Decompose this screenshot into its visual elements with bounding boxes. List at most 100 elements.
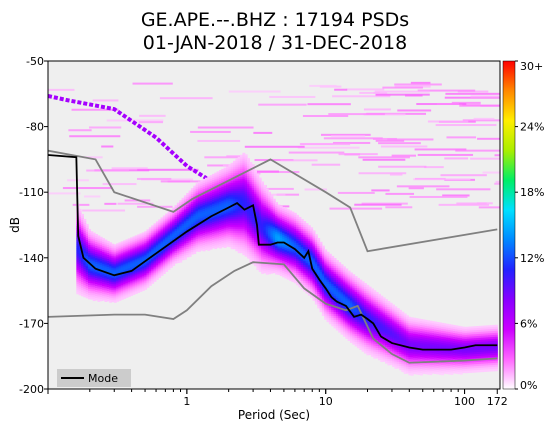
density-cell — [352, 324, 356, 327]
density-cell — [176, 226, 180, 230]
density-cell — [228, 168, 232, 172]
density-cell — [389, 320, 393, 324]
density-cell — [104, 281, 108, 284]
density-cell — [345, 312, 349, 315]
density-cell — [204, 211, 208, 215]
density-cell — [263, 186, 267, 190]
density-cell — [328, 321, 332, 325]
density-cell — [335, 282, 339, 285]
density-cell — [99, 294, 103, 298]
density-cell — [235, 236, 239, 240]
density-cell — [380, 313, 384, 317]
density-cell — [377, 321, 381, 325]
density-cell — [277, 258, 281, 261]
density-cell — [97, 245, 101, 248]
density-cell — [90, 283, 94, 286]
density-cell — [319, 275, 323, 279]
density-cell — [120, 285, 124, 288]
density-cell — [249, 208, 253, 211]
density-cell — [347, 278, 351, 281]
density-cell — [244, 180, 248, 183]
density-cell — [106, 282, 110, 286]
density-cell — [97, 261, 101, 264]
density-cell — [317, 270, 321, 273]
density-cell — [207, 198, 211, 201]
density-cell — [99, 278, 103, 282]
density-cell — [218, 232, 222, 235]
density-cell — [202, 212, 206, 216]
scatter-streak — [307, 103, 351, 106]
density-cell — [146, 249, 150, 252]
density-cell — [284, 272, 288, 275]
density-cell — [303, 237, 307, 240]
density-cell — [291, 277, 295, 281]
density-cell — [181, 237, 185, 241]
density-cell — [207, 242, 211, 245]
density-cell — [106, 286, 110, 290]
density-cell — [95, 254, 98, 257]
density-cell — [293, 278, 297, 282]
density-cell — [251, 255, 255, 259]
density-cell — [275, 204, 279, 207]
density-cell — [106, 284, 110, 288]
density-cell — [165, 225, 169, 228]
density-cell — [130, 267, 134, 270]
density-cell — [319, 255, 323, 259]
density-cell — [106, 270, 110, 274]
scatter-streak — [373, 91, 388, 94]
density-cell — [95, 280, 98, 283]
density-cell — [396, 314, 400, 317]
density-cell — [289, 248, 293, 251]
density-cell — [352, 320, 356, 323]
density-cell — [104, 283, 108, 286]
density-cell — [282, 220, 286, 224]
density-cell — [319, 295, 323, 299]
density-cell — [160, 259, 164, 262]
density-cell — [209, 203, 213, 206]
density-cell — [392, 358, 395, 361]
density-cell — [305, 243, 309, 246]
density-cell — [361, 303, 365, 306]
density-cell — [132, 292, 136, 295]
density-cell — [179, 256, 183, 259]
density-cell — [356, 315, 360, 319]
scatter-streak — [302, 114, 349, 117]
density-cell — [247, 168, 250, 171]
density-cell — [275, 214, 279, 217]
density-cell — [275, 238, 279, 241]
density-cell — [237, 244, 241, 248]
density-cell — [167, 237, 171, 240]
density-cell — [289, 262, 293, 265]
density-cell — [123, 290, 127, 293]
density-cell — [321, 295, 325, 299]
density-cell — [335, 280, 339, 283]
density-cell — [176, 216, 180, 220]
density-cell — [270, 211, 274, 214]
density-cell — [209, 201, 213, 204]
density-cell — [151, 263, 155, 266]
density-cell — [373, 354, 377, 357]
density-cell — [247, 172, 250, 175]
density-cell — [158, 241, 162, 244]
density-cell — [160, 251, 164, 254]
density-cell — [235, 196, 239, 200]
density-cell — [90, 255, 94, 258]
density-cell — [392, 364, 395, 367]
density-cell — [258, 237, 262, 240]
density-cell — [153, 273, 157, 276]
density-cell — [99, 250, 103, 254]
density-cell — [204, 233, 208, 237]
density-cell — [237, 220, 241, 224]
density-cell — [176, 224, 180, 228]
density-cell — [233, 172, 236, 176]
density-cell — [202, 224, 206, 228]
density-cell — [218, 200, 222, 203]
density-cell — [326, 297, 330, 301]
density-cell — [125, 261, 129, 264]
density-cell — [340, 310, 344, 313]
density-cell — [190, 236, 194, 239]
density-cell — [237, 188, 241, 192]
density-cell — [342, 276, 346, 279]
density-cell — [291, 279, 295, 283]
density-cell — [356, 293, 360, 297]
